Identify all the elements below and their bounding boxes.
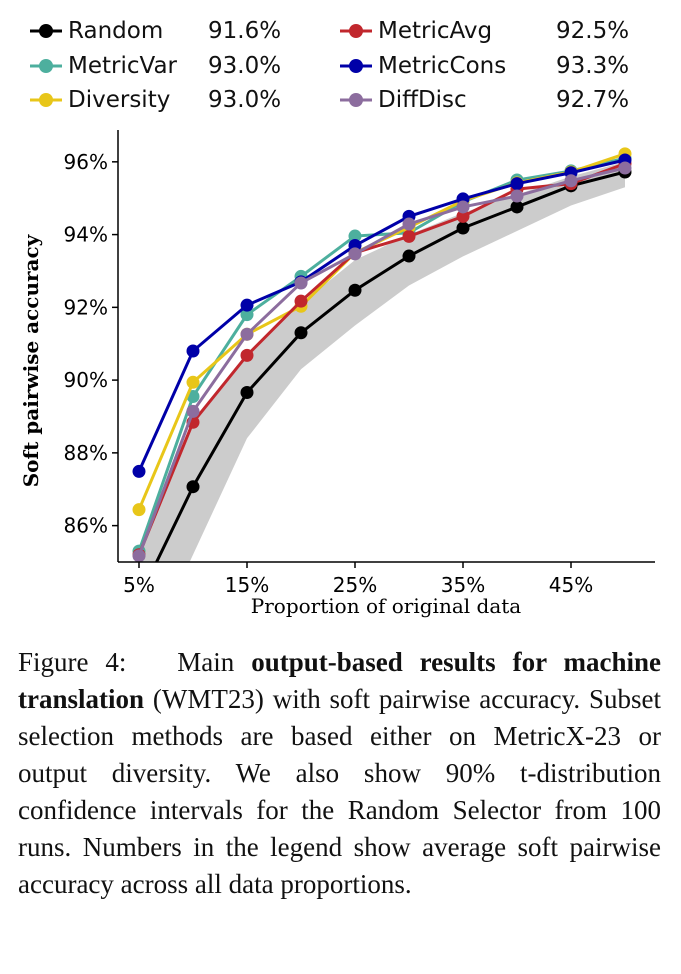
caption-rest: (WMT23) with soft pairwise accuracy. Sub… bbox=[18, 684, 661, 899]
legend-label: Random bbox=[68, 18, 164, 44]
legend-marker-icon bbox=[340, 24, 372, 38]
x-tick-label: 35% bbox=[441, 573, 485, 597]
series-line-metricavg bbox=[137, 162, 626, 556]
data-point-metriccons bbox=[186, 344, 200, 358]
data-point-random bbox=[186, 480, 200, 494]
legend-item-diversity: Diversity 93.0% bbox=[28, 83, 328, 117]
legend-label: MetricVar bbox=[68, 52, 178, 79]
caption-pre: Main bbox=[160, 647, 252, 677]
figure-caption: Figure 4: Main output-based results for … bbox=[18, 644, 661, 903]
x-tick-label: 45% bbox=[549, 573, 593, 597]
data-point-diffdisc bbox=[186, 404, 200, 418]
data-point-diffdisc bbox=[294, 276, 308, 290]
data-point-random bbox=[510, 200, 524, 214]
legend-value: 93.3% bbox=[556, 52, 630, 79]
data-point-metriccons bbox=[240, 298, 254, 312]
confidence-band bbox=[139, 161, 625, 562]
data-point-random bbox=[348, 283, 362, 297]
legend-value: 92.5% bbox=[556, 18, 630, 44]
data-point-metriccons bbox=[132, 464, 146, 478]
line-chart: 86% 88% 90% 92% 94% 96% 5% 15% 25% 35% 45% Proporti… bbox=[19, 130, 655, 618]
legend-marker-icon bbox=[30, 58, 62, 73]
x-axis-label: Proportion of original data bbox=[251, 594, 521, 618]
data-point-diffdisc bbox=[132, 549, 146, 562]
data-point-random bbox=[402, 249, 416, 263]
legend-marker-icon bbox=[30, 93, 62, 107]
data-point-metricvar bbox=[348, 229, 362, 243]
y-tick-label: 96% bbox=[64, 150, 108, 174]
data-point-metriccons bbox=[510, 177, 524, 191]
y-tick-label: 92% bbox=[64, 295, 108, 319]
data-point-metricavg bbox=[402, 229, 416, 243]
legend-value: 93.0% bbox=[208, 52, 282, 79]
y-tick-label: 86% bbox=[64, 514, 108, 538]
legend-item-metricvar: MetricVar 93.0% bbox=[28, 49, 328, 83]
data-point-random bbox=[456, 221, 470, 235]
data-point-diffdisc bbox=[510, 189, 524, 203]
x-tick-label: 25% bbox=[333, 573, 377, 597]
data-point-metricavg bbox=[240, 348, 254, 362]
caption-bold: output-based results for machine transla… bbox=[18, 647, 662, 714]
series-line-metriccons bbox=[137, 158, 626, 473]
legend-marker-icon bbox=[30, 24, 62, 38]
data-point-metricvar bbox=[240, 308, 254, 322]
data-point-random bbox=[294, 326, 308, 340]
y-tick-label: 94% bbox=[64, 223, 108, 247]
legend-label: MetricCons bbox=[378, 52, 507, 79]
series-line-diffdisc bbox=[137, 166, 626, 557]
data-point-diffdisc bbox=[618, 161, 632, 175]
x-tick-label: 5% bbox=[123, 573, 155, 597]
caption-label: Figure 4: bbox=[18, 647, 127, 677]
data-point-diffdisc bbox=[402, 217, 416, 231]
data-point-random bbox=[240, 385, 254, 399]
data-point-metricavg bbox=[456, 209, 470, 223]
legend-label: Diversity bbox=[68, 87, 171, 113]
legend-marker-icon bbox=[340, 93, 372, 107]
legend-value: 92.7% bbox=[556, 87, 630, 113]
legend-value: 93.0% bbox=[208, 87, 282, 113]
legend-item-metricavg: MetricAvg 92.5% bbox=[338, 14, 638, 48]
y-tick-label: 88% bbox=[64, 441, 108, 465]
y-axis-label: Soft pairwise accuracy bbox=[19, 233, 43, 487]
data-point-diffdisc bbox=[348, 247, 362, 261]
legend-item-diffdisc: DiffDisc 92.7% bbox=[338, 83, 638, 117]
plot-area bbox=[132, 147, 632, 562]
x-tick-label: 15% bbox=[225, 573, 269, 597]
series-line-metricvar bbox=[137, 156, 626, 552]
data-point-diffdisc bbox=[456, 200, 470, 214]
legend-marker-icon bbox=[340, 58, 372, 73]
data-point-diversity bbox=[186, 375, 200, 389]
data-point-diffdisc bbox=[564, 174, 578, 188]
legend-label: MetricAvg bbox=[378, 18, 493, 44]
data-point-diversity bbox=[132, 503, 146, 517]
series-line-random bbox=[154, 170, 626, 562]
data-point-diffdisc bbox=[240, 327, 254, 341]
legend-item-random: Random 91.6% bbox=[28, 14, 328, 48]
legend-label: DiffDisc bbox=[378, 87, 467, 113]
y-tick-label: 90% bbox=[64, 368, 108, 392]
legend-value: 91.6% bbox=[208, 18, 282, 44]
data-point-metricavg bbox=[294, 294, 308, 308]
legend-item-metriccons: MetricCons 93.3% bbox=[338, 49, 638, 83]
